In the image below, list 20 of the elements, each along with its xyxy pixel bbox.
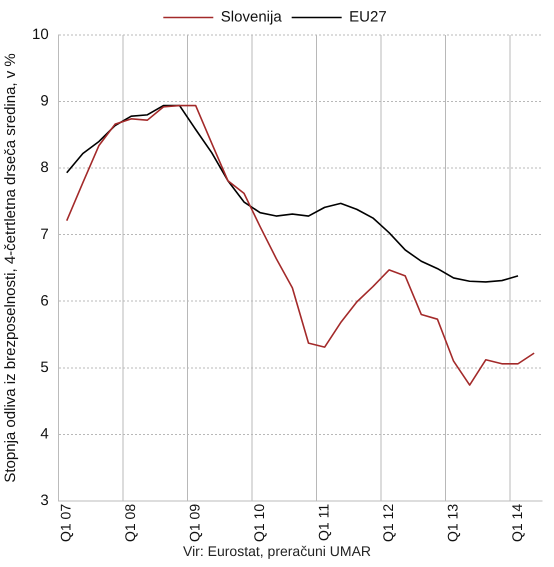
text: Vir: Eurostat, preračuni UMAR — [182, 543, 372, 559]
x-tick-label: Q1 07 — [58, 504, 74, 542]
y-tick-label: 8 — [40, 159, 49, 176]
x-tick-label: Q1 12 — [380, 504, 396, 542]
y-tick-label: 5 — [40, 358, 49, 376]
y-tick-label: 3 — [40, 492, 49, 510]
y-tick-label: 7 — [40, 226, 49, 243]
x-tick-label: Q1 10 — [251, 504, 268, 542]
y-tick-label: 9 — [40, 92, 49, 110]
y-tick-label: 10 — [32, 26, 49, 44]
x-tick-label: Q1 09 — [186, 504, 203, 542]
legend-label: Slovenija — [220, 8, 282, 26]
x-tick-label: Q1 14 — [508, 504, 525, 542]
y-tick-label: 4 — [40, 425, 49, 442]
x-tick-label: Q1 13 — [444, 504, 460, 542]
x-tick-label: Q1 11 — [315, 504, 332, 541]
y-tick-label: 6 — [40, 292, 49, 310]
y-axis-title: Stopnja odliva iz brezposelnosti, 4-četrtletna drseča sredina, v % — [2, 53, 20, 483]
legend-label: EU27 — [349, 8, 387, 26]
x-tick-label: Q1 08 — [122, 504, 138, 542]
